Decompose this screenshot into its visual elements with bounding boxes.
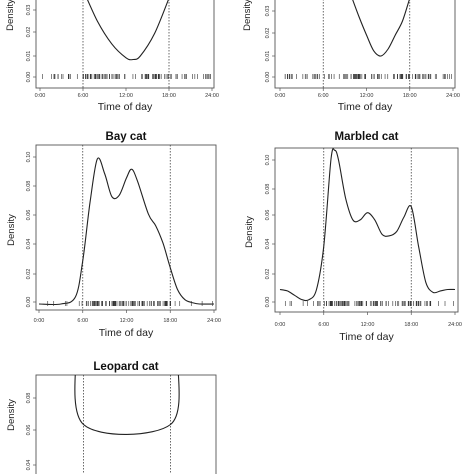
observation-rug [284, 74, 452, 79]
y-tick-label: 0.02 [265, 28, 271, 39]
y-axis-title: Density [6, 399, 17, 431]
x-tick-label: 18:00 [403, 93, 417, 99]
y-tick-label: 0.00 [265, 72, 271, 83]
x-tick-label: 24:00 [446, 93, 460, 99]
panel-title: Leopard cat [93, 361, 158, 373]
y-tick-label: 0.08 [26, 393, 32, 404]
density-curve [352, 0, 410, 57]
x-tick-label: 6:00 [318, 93, 329, 99]
y-tick-label: 0.06 [26, 210, 32, 221]
y-axis-title: Density [6, 214, 17, 246]
density-curve [74, 375, 180, 435]
y-tick-label: 0.06 [26, 425, 32, 436]
y-tick-label: 0.04 [265, 239, 271, 250]
y-tick-label: 0.10 [26, 152, 32, 163]
y-tick-label: 0.04 [26, 460, 32, 471]
x-tick-label: 18:00 [404, 322, 418, 328]
y-tick-label: 0.02 [26, 269, 32, 280]
y-tick-label: 0.02 [26, 27, 32, 38]
x-tick-label: 12:00 [361, 322, 375, 328]
y-tick-label: 0.08 [265, 184, 271, 195]
plot-frame [274, 0, 456, 89]
x-tick-label: 24:00 [207, 318, 221, 324]
density-curve [38, 157, 215, 306]
chart-panel-1: 0:00 6:00 12:00 18:00 24:00 Time of day 0.00 0.… [5, 0, 219, 113]
x-tick-label: 24:00 [448, 322, 462, 328]
y-tick-label: 0.04 [26, 239, 32, 250]
plot-frame [35, 374, 217, 474]
density-curve [279, 148, 456, 302]
y-axis-title: Density [244, 216, 255, 248]
chart-panel-4: Marbled cat 0:00 6:00 12:00 18:00 24:00 Time o… [244, 131, 462, 343]
x-tick-label: 0:00 [34, 318, 45, 324]
x-tick-label: 0:00 [275, 322, 286, 328]
x-tick-label: 18:00 [163, 318, 177, 324]
y-tick-label: 0.01 [265, 51, 271, 62]
y-axis-title: Density [5, 0, 16, 31]
plot-frame [35, 144, 217, 311]
observation-rug [284, 301, 454, 306]
chart-panel-5: Leopard cat 0.04 0.06 0.08 Density [6, 361, 217, 474]
x-tick-label: 6:00 [318, 322, 329, 328]
x-tick-label: 6:00 [78, 93, 89, 99]
x-tick-label: 6:00 [77, 318, 88, 324]
x-tick-label: 12:00 [119, 93, 133, 99]
x-tick-label: 24:00 [205, 93, 219, 99]
y-axis-title: Density [242, 0, 253, 31]
panel-title: Bay cat [106, 131, 147, 143]
observation-rug [42, 74, 211, 79]
x-tick-label: 0:00 [35, 93, 46, 99]
panel-title: Marbled cat [335, 131, 399, 143]
y-tick-label: 0.06 [265, 210, 271, 221]
x-tick-label: 0:00 [275, 93, 286, 99]
x-axis-title: Time of day [99, 327, 154, 339]
y-tick-label: 0.08 [26, 181, 32, 192]
x-tick-label: 12:00 [360, 93, 374, 99]
chart-panel-2: 0:00 6:00 12:00 18:00 24:00 Time of day 0.00 0.… [242, 0, 460, 113]
x-tick-label: 12:00 [120, 318, 134, 324]
x-axis-title: Time of day [339, 331, 394, 343]
y-tick-label: 0.00 [265, 297, 271, 308]
chart-panel-3: Bay cat 0:00 6:00 12:00 18:00 24:00 Time of da… [6, 131, 221, 339]
x-axis-title: Time of day [338, 101, 393, 113]
y-tick-label: 0.00 [26, 72, 32, 83]
y-tick-label: 0.03 [265, 6, 271, 17]
x-tick-label: 18:00 [162, 93, 176, 99]
y-tick-label: 0.01 [26, 51, 32, 62]
plot-frame [35, 0, 215, 89]
y-tick-label: 0.10 [265, 155, 271, 166]
density-curve [87, 0, 169, 61]
y-tick-label: 0.02 [265, 269, 271, 280]
y-tick-label: 0.00 [26, 297, 32, 308]
observation-rug [47, 301, 213, 306]
y-tick-label: 0.03 [26, 5, 32, 16]
plot-frame [274, 147, 459, 313]
x-axis-title: Time of day [98, 101, 153, 113]
